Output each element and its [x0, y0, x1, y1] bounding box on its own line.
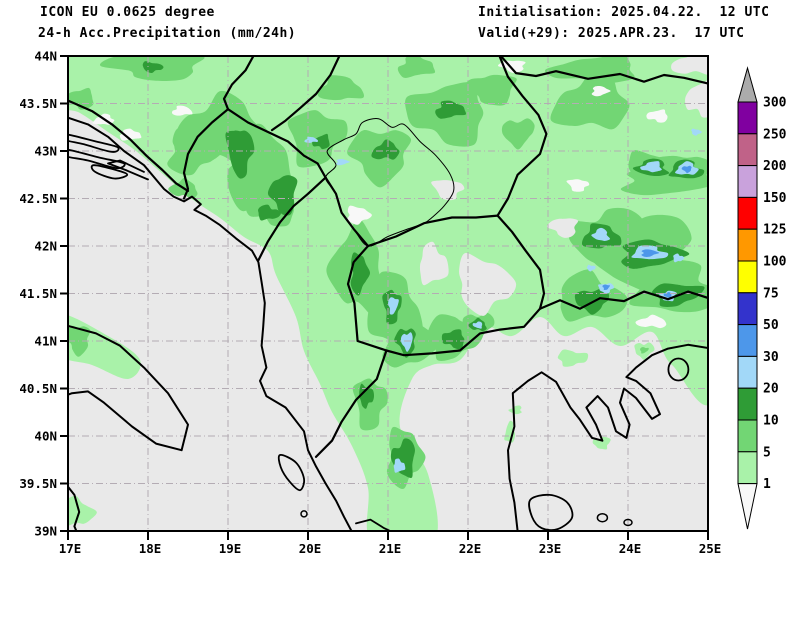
lon-tick-label: 21E — [379, 541, 402, 556]
lat-tick-label: 39.5N — [19, 476, 57, 491]
lat-tick-label: 44N — [34, 49, 57, 64]
legend-color-band — [738, 197, 757, 229]
lat-tick-label: 40N — [34, 429, 57, 444]
lat-tick-label: 43N — [34, 144, 57, 159]
legend-tick-label: 5 — [763, 445, 771, 460]
lon-tick-label: 23E — [539, 541, 562, 556]
lat-tick-label: 42N — [34, 239, 57, 254]
legend-overflow-triangle — [738, 68, 757, 102]
legend-tick-label: 20 — [763, 382, 779, 397]
weather-map-page: ICON EU 0.0625 degree 24-h Acc.Precipita… — [0, 0, 800, 618]
legend-color-band — [738, 420, 757, 452]
lon-tick-label: 25E — [699, 541, 722, 556]
valid-time-label: Valid(+29): 2025.APR.23. 17 UTC — [478, 26, 744, 41]
precip-blob — [671, 50, 718, 75]
lat-tick-label: 39N — [34, 524, 57, 539]
legend-color-band — [738, 261, 757, 293]
map-canvas: 44N 43.5N 43N 42.5N 42N 41.5N 41N 40.5N 40N 39.5N… — [0, 0, 800, 618]
model-title: ICON EU 0.0625 degree — [40, 5, 215, 20]
legend-color-band — [738, 293, 757, 325]
legend-tick-label: 100 — [763, 255, 787, 270]
lat-tick-label: 41.5N — [19, 286, 57, 301]
legend-tick-label: 250 — [763, 127, 787, 142]
lon-tick-label: 18E — [139, 541, 162, 556]
lat-tick-label: 41N — [34, 334, 57, 349]
legend-tick-label: 300 — [763, 96, 787, 111]
legend-tick-label: 1 — [763, 477, 771, 492]
legend-color-band — [738, 325, 757, 357]
legend-color-band — [738, 356, 757, 388]
lon-tick-label: 17E — [59, 541, 82, 556]
legend-color-band — [738, 452, 757, 484]
lon-tick-label: 19E — [219, 541, 242, 556]
color-scale-legend: 300 250 200 150 125 100 75 50 30 20 10 5 1 — [738, 68, 787, 529]
legend-tick-label: 200 — [763, 159, 787, 174]
parameter-title: 24-h Acc.Precipitation (mm/24h) — [38, 26, 296, 41]
legend-underflow-triangle — [738, 484, 757, 529]
lon-tick-label: 22E — [459, 541, 482, 556]
lat-tick-label: 42.5N — [19, 191, 57, 206]
legend-color-band — [738, 229, 757, 261]
lon-tick-label: 20E — [299, 541, 322, 556]
legend-tick-label: 125 — [763, 223, 786, 238]
longitude-axis: 17E 18E 19E 20E 21E 22E 23E 24E 25E — [59, 531, 722, 556]
legend-color-band — [738, 388, 757, 420]
legend-tick-label: 50 — [763, 318, 779, 333]
precipitation-field — [2, 13, 777, 548]
lon-tick-label: 24E — [619, 541, 642, 556]
legend-color-band — [738, 134, 757, 166]
lat-tick-label: 43.5N — [19, 96, 57, 111]
legend-color-band — [738, 102, 757, 134]
latitude-axis: 44N 43.5N 43N 42.5N 42N 41.5N 41N 40.5N 40N 39.5N… — [19, 49, 68, 539]
legend-tick-label: 10 — [763, 414, 779, 429]
init-time-label: Initialisation: 2025.04.22. 12 UTC — [478, 5, 769, 20]
legend-tick-label: 75 — [763, 286, 779, 301]
legend-tick-label: 150 — [763, 191, 787, 206]
legend-tick-label: 30 — [763, 350, 779, 365]
legend-color-band — [738, 166, 757, 198]
lat-tick-label: 40.5N — [19, 381, 57, 396]
